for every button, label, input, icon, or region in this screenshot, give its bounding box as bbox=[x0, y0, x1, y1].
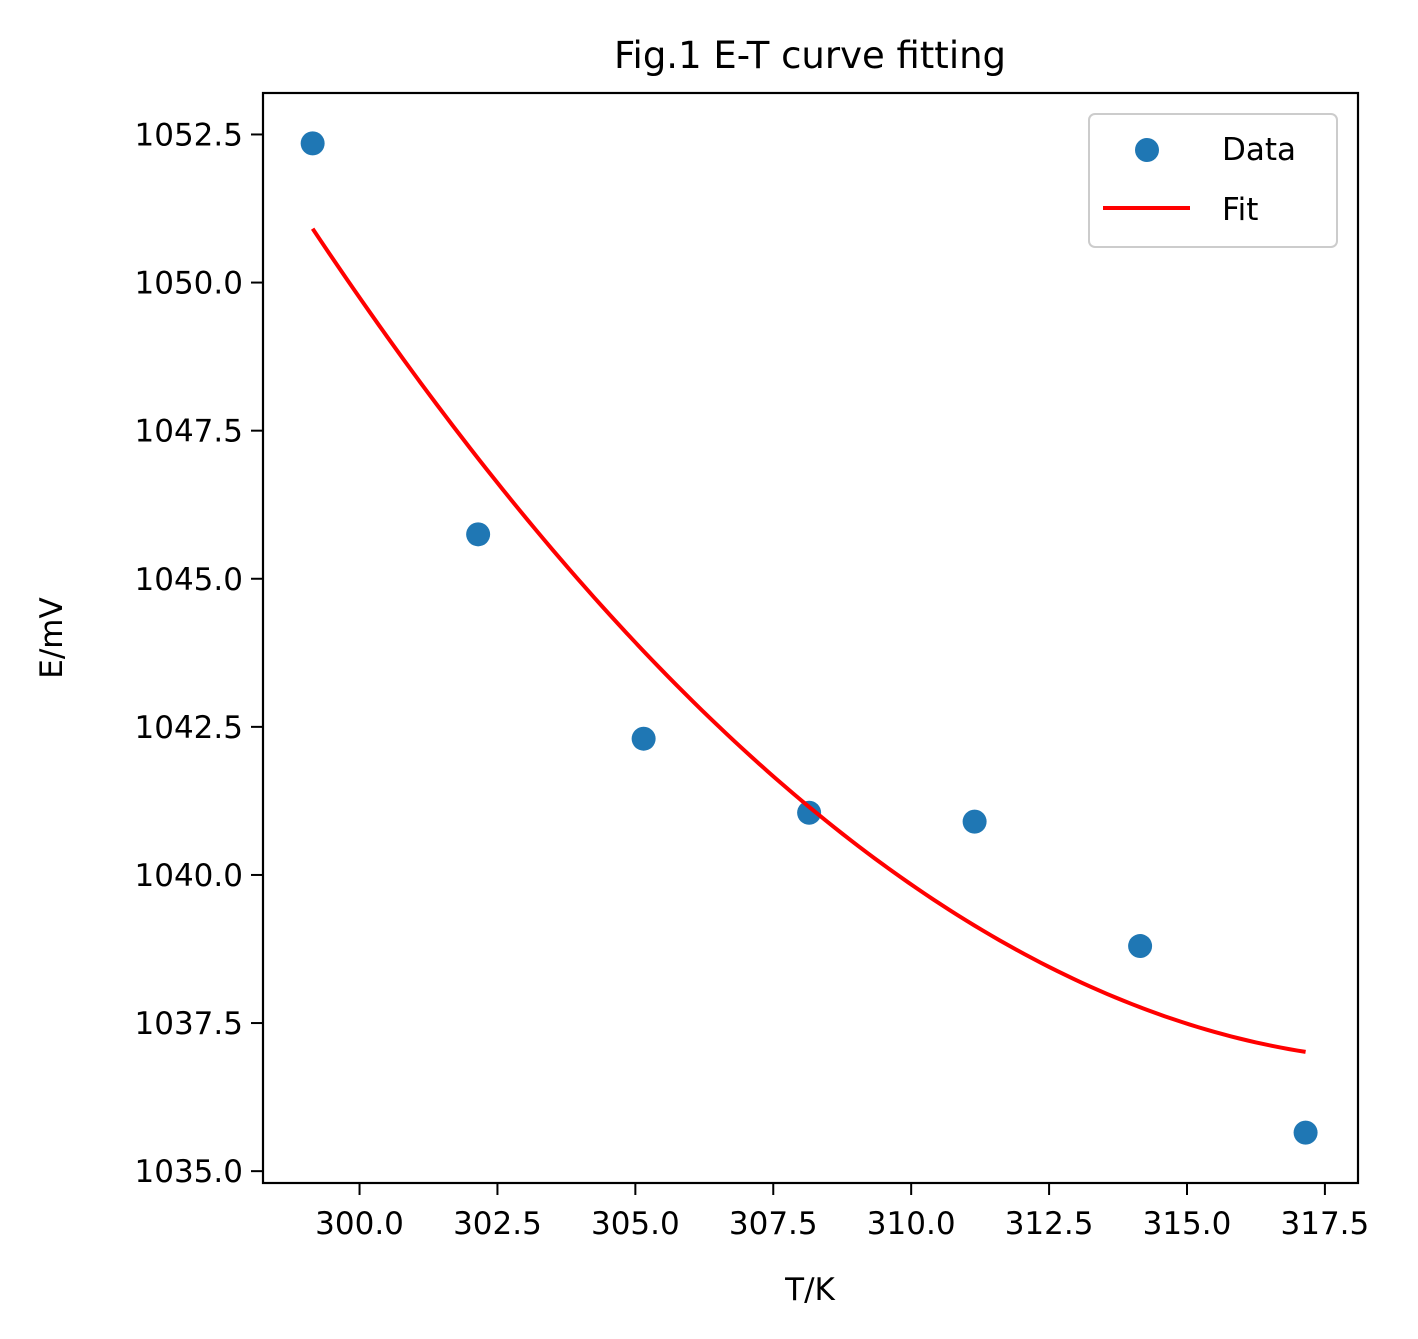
data-point bbox=[797, 800, 822, 825]
x-tick-label: 315.0 bbox=[1143, 1206, 1232, 1242]
y-tick-label: 1035.0 bbox=[135, 1154, 243, 1190]
y-tick-label: 1042.5 bbox=[135, 710, 243, 746]
fit-line bbox=[310, 227, 1306, 1054]
x-tick-label: 300.0 bbox=[315, 1206, 404, 1242]
x-tick-label: 310.0 bbox=[867, 1206, 956, 1242]
legend-fit-label: Fit bbox=[1222, 192, 1258, 228]
x-tick-label: 317.5 bbox=[1281, 1206, 1370, 1242]
legend-box bbox=[1088, 113, 1338, 248]
x-tick-label: 302.5 bbox=[453, 1206, 542, 1242]
x-axis-label: T/K bbox=[784, 1272, 835, 1308]
axis-ticks: 300.0 302.5 305.0 307.5 310.0 312.5 315.0 317.5… bbox=[135, 117, 1370, 1242]
x-tick-label: 305.0 bbox=[591, 1206, 680, 1242]
legend: Data Fit bbox=[1088, 113, 1338, 248]
y-tick-label: 1052.5 bbox=[135, 117, 243, 153]
data-point bbox=[300, 131, 325, 156]
chart-title: Fig.1 E-T curve fitting bbox=[614, 34, 1006, 77]
y-tick-label: 1037.5 bbox=[135, 1006, 243, 1042]
y-tick-label: 1045.0 bbox=[135, 562, 243, 598]
y-tick-label: 1040.0 bbox=[135, 858, 243, 894]
data-point bbox=[962, 809, 987, 834]
plot-area bbox=[300, 131, 1318, 1145]
y-tick-label: 1047.5 bbox=[135, 414, 243, 450]
legend-data-marker bbox=[1135, 138, 1159, 162]
data-point bbox=[631, 726, 656, 751]
legend-data-label: Data bbox=[1222, 132, 1296, 168]
x-tick-label: 307.5 bbox=[729, 1206, 818, 1242]
data-point bbox=[1293, 1120, 1318, 1145]
x-tick-label: 312.5 bbox=[1005, 1206, 1094, 1242]
data-point bbox=[1128, 934, 1153, 959]
data-point bbox=[466, 522, 491, 547]
y-axis-label: E/mV bbox=[34, 597, 70, 678]
axes-frame bbox=[261, 91, 1360, 1185]
y-tick-label: 1050.0 bbox=[135, 266, 243, 302]
